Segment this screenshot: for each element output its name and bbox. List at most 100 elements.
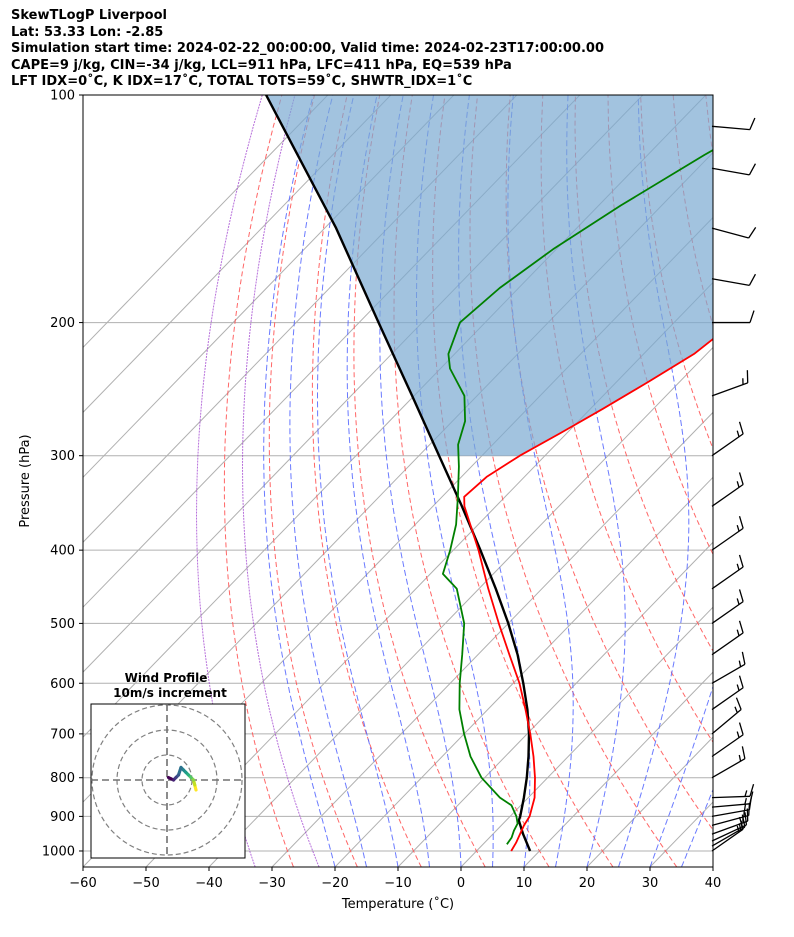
wind-barb — [711, 163, 757, 176]
isotherm — [271, 411, 713, 867]
barb-staff — [711, 687, 744, 711]
hodograph-subtitle: 10m/s increment — [113, 686, 227, 700]
profile-lines — [265, 95, 713, 852]
isotherm — [586, 736, 713, 867]
barb-half-feather — [736, 430, 740, 437]
hodograph-frame — [90, 703, 246, 859]
barb-half-feather — [743, 804, 747, 811]
barb-half-feather — [736, 481, 740, 488]
time-line: Simulation start time: 2024-02-22_00:00:… — [11, 41, 604, 56]
dry-adiabat — [393, 95, 550, 867]
moist-adiabat — [379, 95, 462, 867]
x-axis-label: Temperature (˚C) — [341, 896, 454, 912]
dewpoint-line — [441, 149, 713, 845]
barb-half-feather — [736, 629, 740, 636]
barb-staff — [711, 828, 744, 852]
moist-adiabat — [681, 788, 713, 867]
x-tick-label: −60 — [69, 876, 96, 891]
isotherm — [83, 95, 455, 479]
moist-adiabat — [346, 95, 430, 867]
dry-adiabat — [771, 95, 794, 867]
wind-barb — [711, 791, 754, 808]
moist-adiabat — [649, 684, 713, 867]
mixing-line — [241, 95, 320, 867]
wind-barb — [711, 697, 742, 735]
barb-feather — [738, 675, 744, 688]
barb-feather — [749, 310, 755, 323]
barb-staff — [711, 708, 742, 735]
hodograph-title: Wind Profile — [125, 671, 208, 685]
barb-half-feather — [738, 754, 742, 762]
y-tick-label: 100 — [50, 89, 75, 104]
barb-feather — [744, 812, 748, 825]
moist-adiabat — [507, 95, 574, 867]
barb-staff — [711, 483, 744, 507]
barb-staff — [711, 433, 744, 457]
x-tick-label: −10 — [384, 876, 411, 891]
dry-adiabat — [738, 95, 794, 867]
wind-barb — [711, 746, 746, 779]
x-tick-label: −50 — [132, 876, 159, 891]
y-tick-label: 1000 — [42, 844, 75, 859]
wind-barb — [712, 310, 755, 324]
cape-line: CAPE=9 j/kg, CIN=-34 j/kg, LCL=911 hPa, … — [11, 57, 512, 73]
dry-adiabat — [311, 95, 422, 867]
cape-area — [266, 95, 713, 456]
y-tick-label: 500 — [50, 617, 75, 632]
barb-staff — [711, 826, 746, 847]
wind-barb — [711, 273, 757, 286]
cape-shading — [266, 95, 713, 456]
isotherm — [523, 671, 713, 867]
wind-barb — [711, 675, 744, 711]
barb-staff — [711, 125, 750, 131]
moist-adiabat — [317, 95, 399, 867]
x-tick-label: −30 — [258, 876, 285, 891]
wind-barb — [711, 589, 744, 624]
moist-adiabat — [416, 95, 494, 867]
barb-staff — [711, 803, 750, 808]
dry-adiabat — [353, 95, 486, 867]
barb-staff — [711, 663, 746, 684]
barb-feather — [748, 163, 757, 176]
y-tick-label: 300 — [50, 449, 75, 464]
temperature-line — [463, 337, 713, 852]
barb-feather — [741, 651, 746, 665]
isotherm — [83, 95, 329, 349]
wind-barb — [711, 516, 744, 551]
y-tick-label: 800 — [50, 771, 75, 786]
wind-barb — [711, 227, 757, 239]
moist-adiabat — [712, 865, 713, 867]
isotherm — [334, 476, 713, 867]
x-tick-label: 40 — [705, 876, 722, 891]
barb-staff — [711, 758, 746, 779]
wind-barb — [711, 117, 756, 131]
barb-staff — [711, 820, 748, 835]
moist-adiabat — [289, 95, 367, 867]
wind-barb — [711, 472, 744, 507]
x-tick-label: 20 — [579, 876, 596, 891]
isotherm — [460, 606, 713, 867]
barb-half-feather — [736, 524, 740, 532]
barb-feather — [738, 589, 744, 602]
y-tick-label: 200 — [50, 316, 75, 331]
barb-half-feather — [736, 684, 740, 691]
barb-staff — [711, 278, 750, 286]
wind-barb — [711, 620, 744, 656]
barb-half-feather — [734, 706, 738, 713]
barb-feather — [748, 227, 757, 239]
barb-staff — [711, 167, 750, 176]
barb-staff — [711, 824, 747, 842]
barb-feather — [738, 722, 744, 735]
wind-barb — [711, 783, 755, 799]
x-tick-label: 10 — [516, 876, 533, 891]
x-tick-label: −40 — [195, 876, 222, 891]
isotherm — [145, 281, 713, 867]
barb-half-feather — [736, 563, 740, 571]
barb-feather — [738, 516, 744, 529]
barb-half-feather — [744, 797, 747, 805]
isotherm — [397, 541, 713, 867]
barb-staff — [711, 734, 744, 758]
barb-feather — [749, 117, 756, 130]
x-tick-label: 30 — [642, 876, 659, 891]
dry-adiabat — [640, 95, 713, 450]
